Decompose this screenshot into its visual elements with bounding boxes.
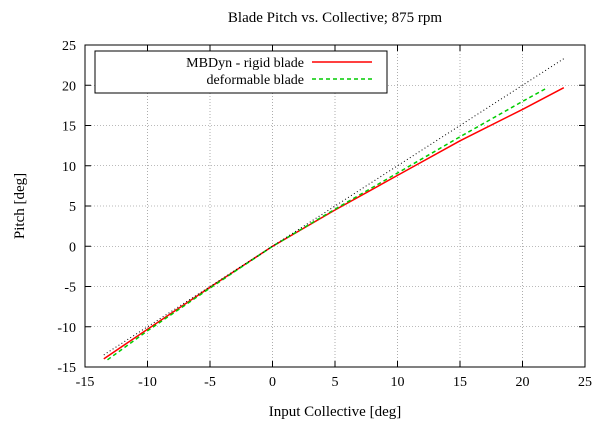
x-tick-label: 25 <box>578 375 592 390</box>
y-tick-label: 0 <box>69 240 76 255</box>
x-tick-label: 0 <box>269 375 276 390</box>
y-tick-label: -15 <box>57 361 76 376</box>
series-line-rigid-blade <box>104 88 564 359</box>
legend-label-deformable-blade: deformable blade <box>206 73 304 88</box>
y-tick-label: 25 <box>62 39 76 54</box>
x-tick-label: 5 <box>332 375 339 390</box>
x-tick-label: 15 <box>453 375 467 390</box>
x-tick-label: -15 <box>76 375 95 390</box>
legend-label-rigid-blade: MBDyn - rigid blade <box>186 56 304 71</box>
y-axis-label: Pitch [deg] <box>12 173 28 239</box>
series-line-reference <box>104 58 565 355</box>
x-tick-label: -10 <box>138 375 157 390</box>
legend: MBDyn - rigid blade deformable blade <box>95 51 387 93</box>
x-tick-label: -5 <box>204 375 216 390</box>
y-tick-label: -5 <box>64 281 76 296</box>
x-tick-label: 10 <box>391 375 405 390</box>
y-tick-label: 10 <box>62 160 76 175</box>
y-tick-label: -10 <box>57 321 76 336</box>
series-line-deformable-blade <box>108 88 548 360</box>
chart-title: Blade Pitch vs. Collective; 875 rpm <box>228 10 442 26</box>
x-tick-label: 20 <box>516 375 530 390</box>
series-layer <box>104 58 565 360</box>
y-tick-label: 5 <box>69 200 76 215</box>
x-axis-label: Input Collective [deg] <box>269 404 401 420</box>
y-tick-label: 15 <box>62 120 76 135</box>
y-tick-label: 20 <box>62 79 76 94</box>
